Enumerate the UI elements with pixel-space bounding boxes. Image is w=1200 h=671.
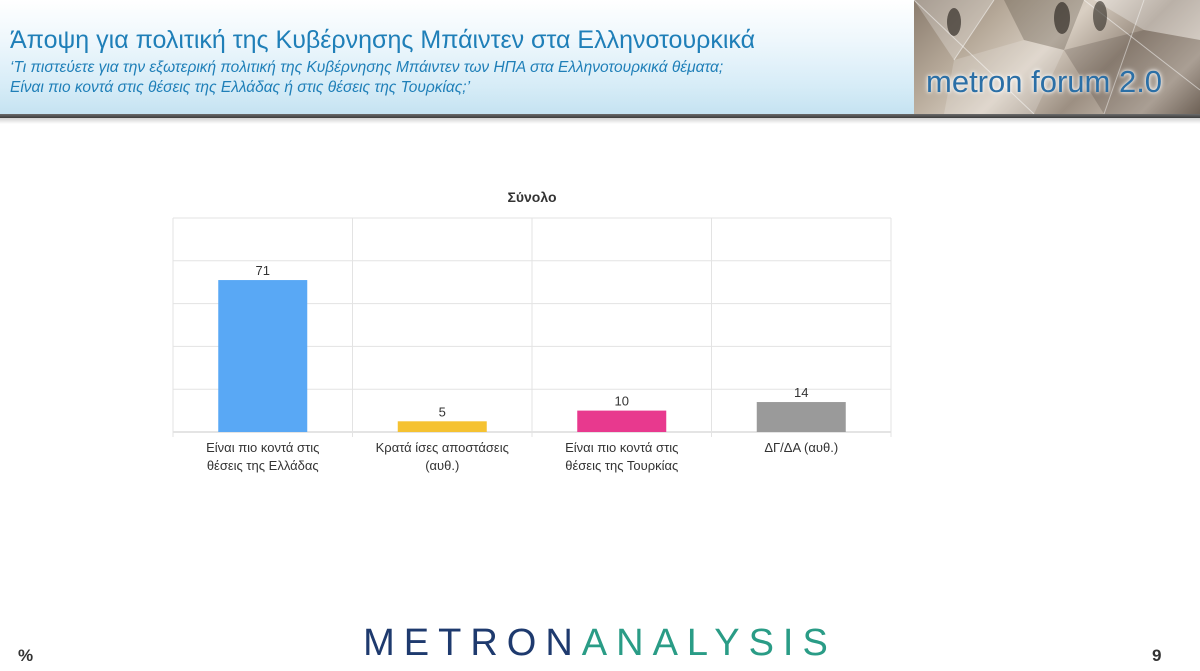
bar <box>218 280 308 432</box>
slide-subtitle: ‘Τι πιστεύετε για την εξωτερική πολιτική… <box>10 58 900 98</box>
logo-background-image <box>914 0 1200 114</box>
logo-text: metron forum 2.0 <box>926 64 1163 99</box>
data-label: 5 <box>439 404 446 419</box>
chart-title: Σύνολο <box>507 189 556 205</box>
header-banner: Άποψη για πολιτική της Κυβέρνησης Μπάιντ… <box>0 0 1200 116</box>
brand-metron: METRON <box>363 622 582 664</box>
header-shadow <box>0 118 1200 124</box>
page-number: 9 <box>1152 646 1162 665</box>
category-label: θέσεις της Ελλάδας <box>207 458 319 473</box>
subtitle-line-1: ‘Τι πιστεύετε για την εξωτερική πολιτική… <box>10 59 724 76</box>
brand-analysis: ANALYSIS <box>581 622 837 664</box>
bar <box>577 410 667 432</box>
bar-chart: Σύνολο 71 Είναι πιο κοντά στις θέσεις της Ε… <box>160 185 902 483</box>
category-label: ΔΓ/ΔΑ (αυθ.) <box>764 440 838 455</box>
slide-title: Άποψη για πολιτική της Κυβέρνησης Μπάιντ… <box>10 26 756 54</box>
category-label: Είναι πιο κοντά στις <box>565 440 678 455</box>
category-label: (αυθ.) <box>425 458 459 473</box>
bar-chart-canvas: Σύνολο 71 Είναι πιο κοντά στις θέσεις της Ε… <box>172 189 892 473</box>
header-divider <box>0 114 1200 118</box>
data-label: 71 <box>256 263 270 278</box>
data-label: 10 <box>615 394 629 409</box>
subtitle-line-2: Είναι πιο κοντά στις θέσεις της Ελλάδας … <box>10 79 471 96</box>
category-label: Είναι πιο κοντά στις <box>206 440 319 455</box>
unit-label: % <box>18 646 34 665</box>
category-label: θέσεις της Τουρκίας <box>565 458 678 473</box>
bar <box>397 421 487 432</box>
metron-forum-logo: metron forum 2.0 <box>914 0 1200 114</box>
category-label: Κρατά ίσες αποστάσεις <box>376 440 509 455</box>
bar <box>756 402 846 432</box>
data-label: 14 <box>794 385 808 400</box>
metron-analysis-logo: METRONANALYSIS <box>0 622 1200 665</box>
